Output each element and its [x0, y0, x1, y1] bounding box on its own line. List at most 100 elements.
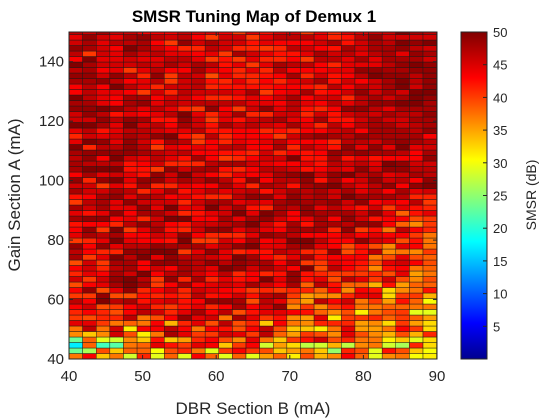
heatmap-cell	[313, 265, 328, 272]
heatmap-cell	[300, 342, 315, 349]
heatmap-cell	[381, 127, 397, 134]
heatmap-cell	[177, 94, 192, 101]
heatmap-cell	[204, 331, 220, 338]
heatmap-cell	[381, 314, 397, 321]
heatmap-cell	[164, 221, 179, 228]
heatmap-cell	[409, 314, 424, 321]
heatmap-cell	[341, 287, 356, 294]
heatmap-cell	[232, 353, 247, 360]
heatmap-cell	[82, 237, 97, 244]
heatmap-cell	[204, 67, 220, 74]
heatmap-cell	[313, 270, 328, 277]
heatmap-cell	[82, 100, 97, 107]
heatmap-cell	[313, 149, 328, 156]
heatmap-cell	[164, 94, 179, 101]
heatmap-cell	[259, 171, 274, 178]
heatmap-cell	[150, 254, 165, 261]
heatmap-cell	[245, 226, 260, 233]
heatmap-cell	[259, 56, 274, 63]
heatmap-cell	[409, 111, 424, 118]
heatmap-cell	[218, 226, 233, 233]
heatmap-cell	[82, 342, 97, 349]
heatmap-cell	[68, 204, 83, 211]
heatmap-cell	[204, 138, 220, 145]
x-tick-label: 40	[61, 368, 78, 385]
heatmap-cell	[191, 276, 206, 283]
heatmap-cell	[273, 353, 288, 360]
heatmap-cell	[123, 111, 138, 118]
heatmap-cell	[273, 39, 288, 46]
heatmap-cell	[245, 287, 260, 294]
heatmap-cell	[327, 237, 342, 244]
heatmap-cell	[381, 259, 397, 266]
heatmap-cell	[409, 127, 424, 134]
heatmap-cell	[300, 78, 315, 85]
heatmap-cell	[136, 166, 151, 173]
heatmap-cell	[259, 342, 274, 349]
heatmap-cell	[381, 78, 397, 85]
heatmap-cell	[354, 67, 369, 74]
heatmap-cell	[273, 287, 288, 294]
heatmap-cell	[82, 56, 97, 63]
heatmap-cell	[150, 287, 165, 294]
heatmap-cell	[96, 177, 111, 184]
heatmap-cell	[286, 111, 301, 118]
heatmap-cell	[327, 133, 342, 140]
heatmap-cell	[204, 105, 220, 112]
heatmap-cell	[300, 83, 315, 90]
heatmap-cell	[354, 287, 369, 294]
heatmap-cell	[68, 89, 83, 96]
heatmap-cell	[109, 353, 124, 360]
heatmap-cell	[286, 347, 301, 354]
heatmap-cell	[218, 210, 233, 217]
heatmap-cell	[381, 336, 397, 343]
heatmap-cell	[286, 78, 301, 85]
heatmap-cell	[123, 199, 138, 206]
heatmap-cell	[218, 298, 233, 305]
heatmap-cell	[327, 188, 342, 195]
heatmap-cell	[259, 133, 274, 140]
heatmap-cell	[245, 78, 260, 85]
heatmap-cell	[96, 149, 111, 156]
heatmap-cell	[218, 45, 233, 52]
heatmap-cell	[341, 149, 356, 156]
heatmap-cell	[327, 127, 342, 134]
heatmap-cell	[354, 144, 369, 151]
heatmap-cell	[232, 50, 247, 57]
x-axis-label: DBR Section B (mA)	[176, 399, 331, 418]
heatmap-cell	[191, 248, 206, 255]
heatmap-cell	[286, 160, 301, 167]
heatmap-cell	[381, 160, 397, 167]
colorbar-tick-label: 40	[493, 90, 507, 105]
heatmap-cell	[422, 100, 437, 107]
heatmap-cell	[368, 50, 383, 57]
heatmap-cell	[123, 193, 138, 200]
heatmap-cell	[327, 287, 342, 294]
heatmap-cell	[164, 182, 179, 189]
colorbar-tick-label: 5	[493, 319, 500, 334]
heatmap-cell	[204, 314, 220, 321]
heatmap-cell	[327, 78, 342, 85]
heatmap-cell	[136, 127, 151, 134]
heatmap-cell	[354, 155, 369, 162]
heatmap-cell	[109, 287, 124, 294]
heatmap-cell	[191, 237, 206, 244]
heatmap-cell	[286, 292, 301, 299]
heatmap-cell	[381, 309, 397, 316]
heatmap-cell	[300, 61, 315, 68]
heatmap-cell	[300, 133, 315, 140]
heatmap-cell	[177, 287, 192, 294]
heatmap-cell	[313, 215, 328, 222]
heatmap-cell	[96, 232, 111, 239]
heatmap-cell	[354, 221, 369, 228]
heatmap-cell	[96, 50, 111, 57]
heatmap-cell	[82, 133, 97, 140]
heatmap-cell	[395, 342, 410, 349]
heatmap-cell	[150, 111, 165, 118]
colorbar-tick-label: 45	[493, 58, 507, 73]
heatmap-cell	[82, 276, 97, 283]
heatmap-cell	[313, 61, 328, 68]
heatmap-cell	[109, 116, 124, 123]
heatmap-cell	[164, 281, 179, 288]
heatmap-cell	[395, 171, 410, 178]
